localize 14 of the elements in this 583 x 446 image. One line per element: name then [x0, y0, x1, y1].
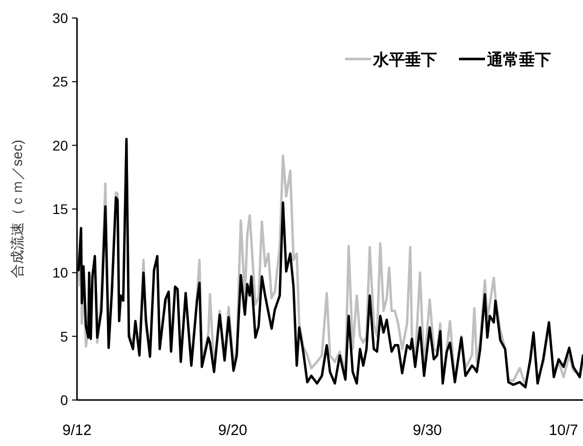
y-tick-label: 10 [52, 264, 68, 281]
x-tick-label: 10/7 [548, 422, 578, 439]
x-tick-label: 9/30 [412, 422, 442, 439]
y-tick-label: 0 [60, 392, 68, 408]
y-tick-label: 25 [52, 74, 68, 90]
legend-label: 水平垂下 [372, 51, 437, 69]
y-tick-label: 5 [60, 328, 68, 344]
y-tick-label: 15 [52, 201, 68, 217]
y-axis-title: 合成流速（ｃｍ／sec) [9, 140, 25, 278]
x-tick-label: 9/12 [62, 422, 92, 439]
y-tick-label: 20 [52, 137, 68, 154]
legend-label: 通常垂下 [486, 51, 551, 69]
x-tick-label: 9/20 [218, 422, 248, 439]
y-tick-label: 30 [52, 10, 68, 26]
